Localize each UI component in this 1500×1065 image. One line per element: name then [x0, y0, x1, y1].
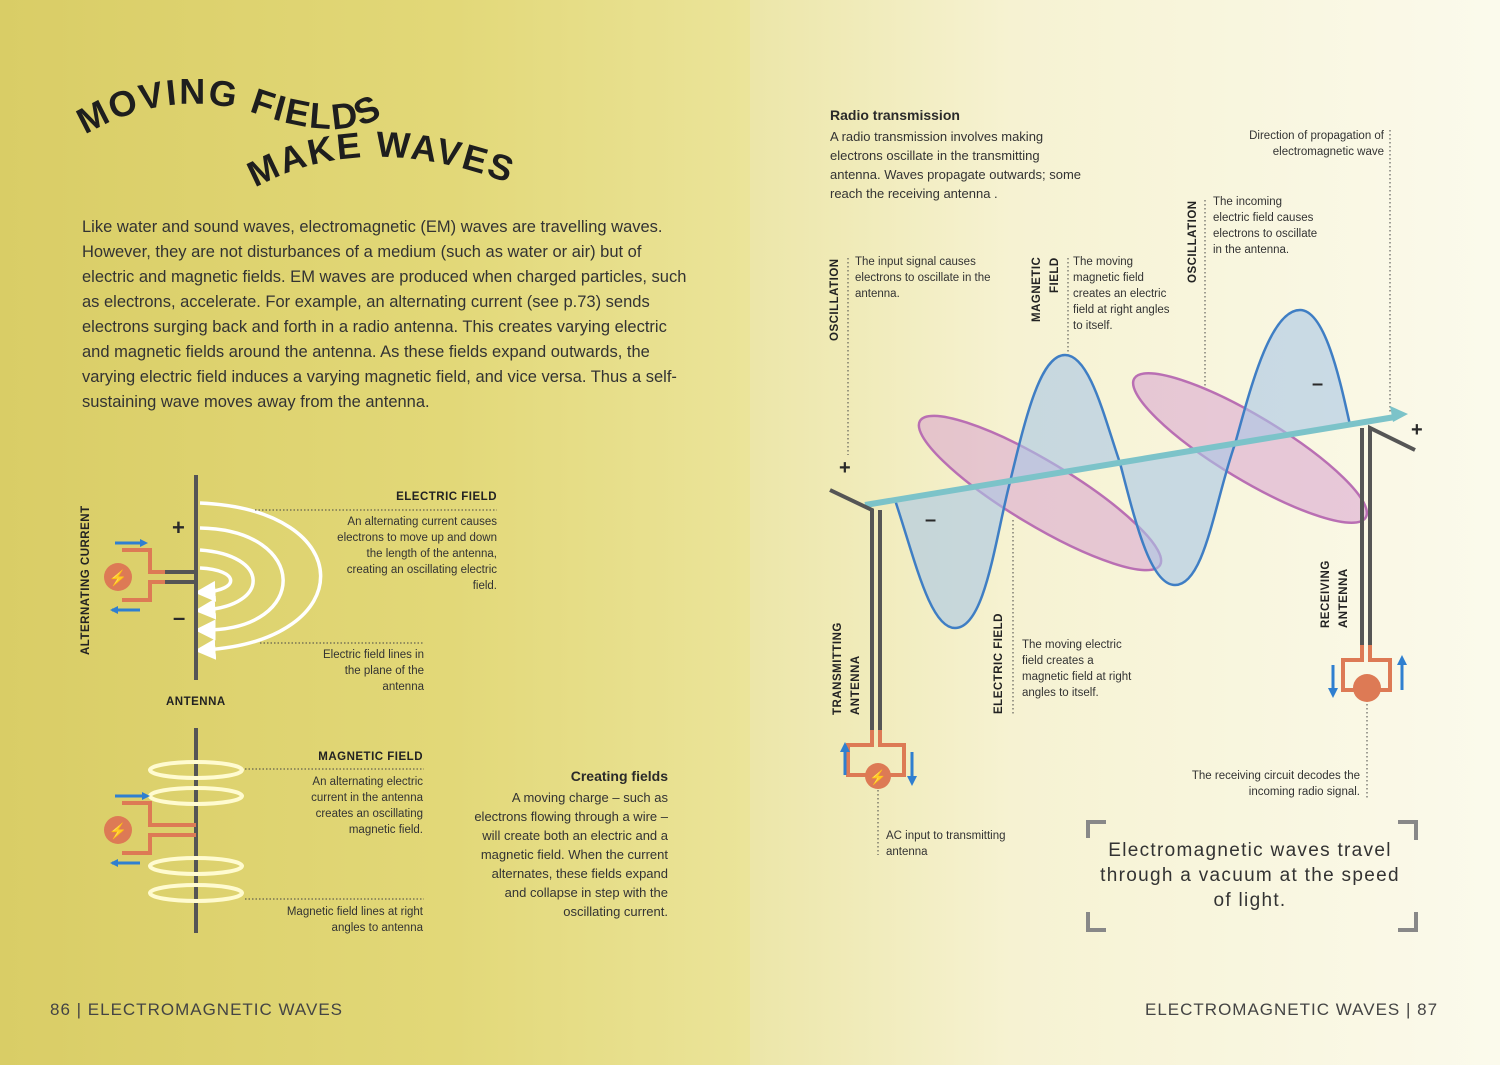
- page-title-line2: MAKE WAVES: [241, 123, 521, 194]
- creating-fields-text: A moving charge – such as electrons flow…: [474, 790, 668, 919]
- magnetic-field-text: The moving magnetic field creates an ele…: [1073, 256, 1170, 332]
- propagation-note: Direction of propagation of electromagne…: [1249, 130, 1384, 158]
- field-label: FIELD: [1049, 257, 1061, 293]
- electric-field-text: The moving electric field creates a magn…: [1022, 639, 1132, 699]
- svg-text:⚡: ⚡: [869, 769, 886, 786]
- receiving-label: RECEIVING: [1320, 560, 1332, 628]
- electric-field-label: ELECTRIC FIELD: [993, 613, 1005, 714]
- oscillation-label-2: OSCILLATION: [1187, 200, 1199, 283]
- electric-field-diagram: ⚡: [104, 475, 497, 680]
- electric-field-description: An alternating current causes electrons …: [337, 516, 497, 592]
- magnetic-field-description: An alternating electric current in the a…: [311, 776, 423, 836]
- radio-heading: Radio transmission: [830, 107, 960, 123]
- lightning-icon: [104, 816, 132, 844]
- transmit-plus: +: [839, 457, 851, 479]
- ac-input-note: AC input to transmitting antenna: [886, 830, 1006, 858]
- oscillation-label-1: OSCILLATION: [829, 258, 841, 341]
- transmitting-antenna: [829, 488, 882, 730]
- electric-field-heading: ELECTRIC FIELD: [396, 491, 497, 503]
- svg-text:⚡: ⚡: [109, 569, 128, 587]
- radio-transmission-diagram: ⚡: [829, 130, 1418, 932]
- plus-sign: +: [172, 515, 185, 540]
- quote-brackets: [1086, 820, 1418, 932]
- oscillation-text-2: The incoming electric field causes elect…: [1213, 196, 1318, 256]
- propagation-axis: [864, 414, 1396, 508]
- intro-paragraph: Like water and sound waves, electromagne…: [82, 218, 687, 411]
- receiving-circuit-note: The receiving circuit decodes the incomi…: [1191, 770, 1360, 798]
- magnetic-field-lines-note: Magnetic field lines at right angles to …: [286, 906, 423, 934]
- antenna-label-transmit: ANTENNA: [850, 655, 862, 715]
- antenna-label: ANTENNA: [166, 696, 226, 708]
- left-footer: 86 | ELECTROMAGNETIC WAVES: [50, 1000, 344, 1019]
- left-page: [0, 0, 750, 1065]
- antenna-label-receive: ANTENNA: [1338, 568, 1350, 628]
- receive-minus: –: [1312, 373, 1324, 395]
- magnetic-field-diagram: ⚡: [104, 728, 424, 933]
- creating-fields-heading: Creating fields: [570, 768, 668, 784]
- oscillation-text-1: The input signal causes electrons to osc…: [855, 256, 991, 300]
- receiving-antenna: [1360, 424, 1416, 645]
- radio-text: A radio transmission involves making ele…: [830, 129, 1081, 201]
- magnetic-label: MAGNETIC: [1031, 256, 1043, 322]
- receive-plus: +: [1411, 419, 1423, 441]
- svg-text:⚡: ⚡: [109, 822, 128, 840]
- magnetic-field-heading: MAGNETIC FIELD: [318, 751, 423, 763]
- right-footer: ELECTROMAGNETIC WAVES | 87: [1145, 1000, 1439, 1019]
- transmitting-label: TRANSMITTING: [832, 622, 844, 715]
- lightning-icon: [865, 763, 891, 789]
- lightning-icon: [104, 563, 132, 591]
- minus-sign: –: [173, 605, 186, 630]
- transmit-minus: –: [925, 509, 937, 531]
- receiver-circle: [1353, 674, 1381, 702]
- speed-of-light-quote: Electromagnetic waves travel through a v…: [1100, 840, 1400, 911]
- electric-field-lines-note: Electric field lines in the plane of the…: [323, 649, 424, 693]
- alternating-current-label: ALTERNATING CURRENT: [80, 505, 92, 655]
